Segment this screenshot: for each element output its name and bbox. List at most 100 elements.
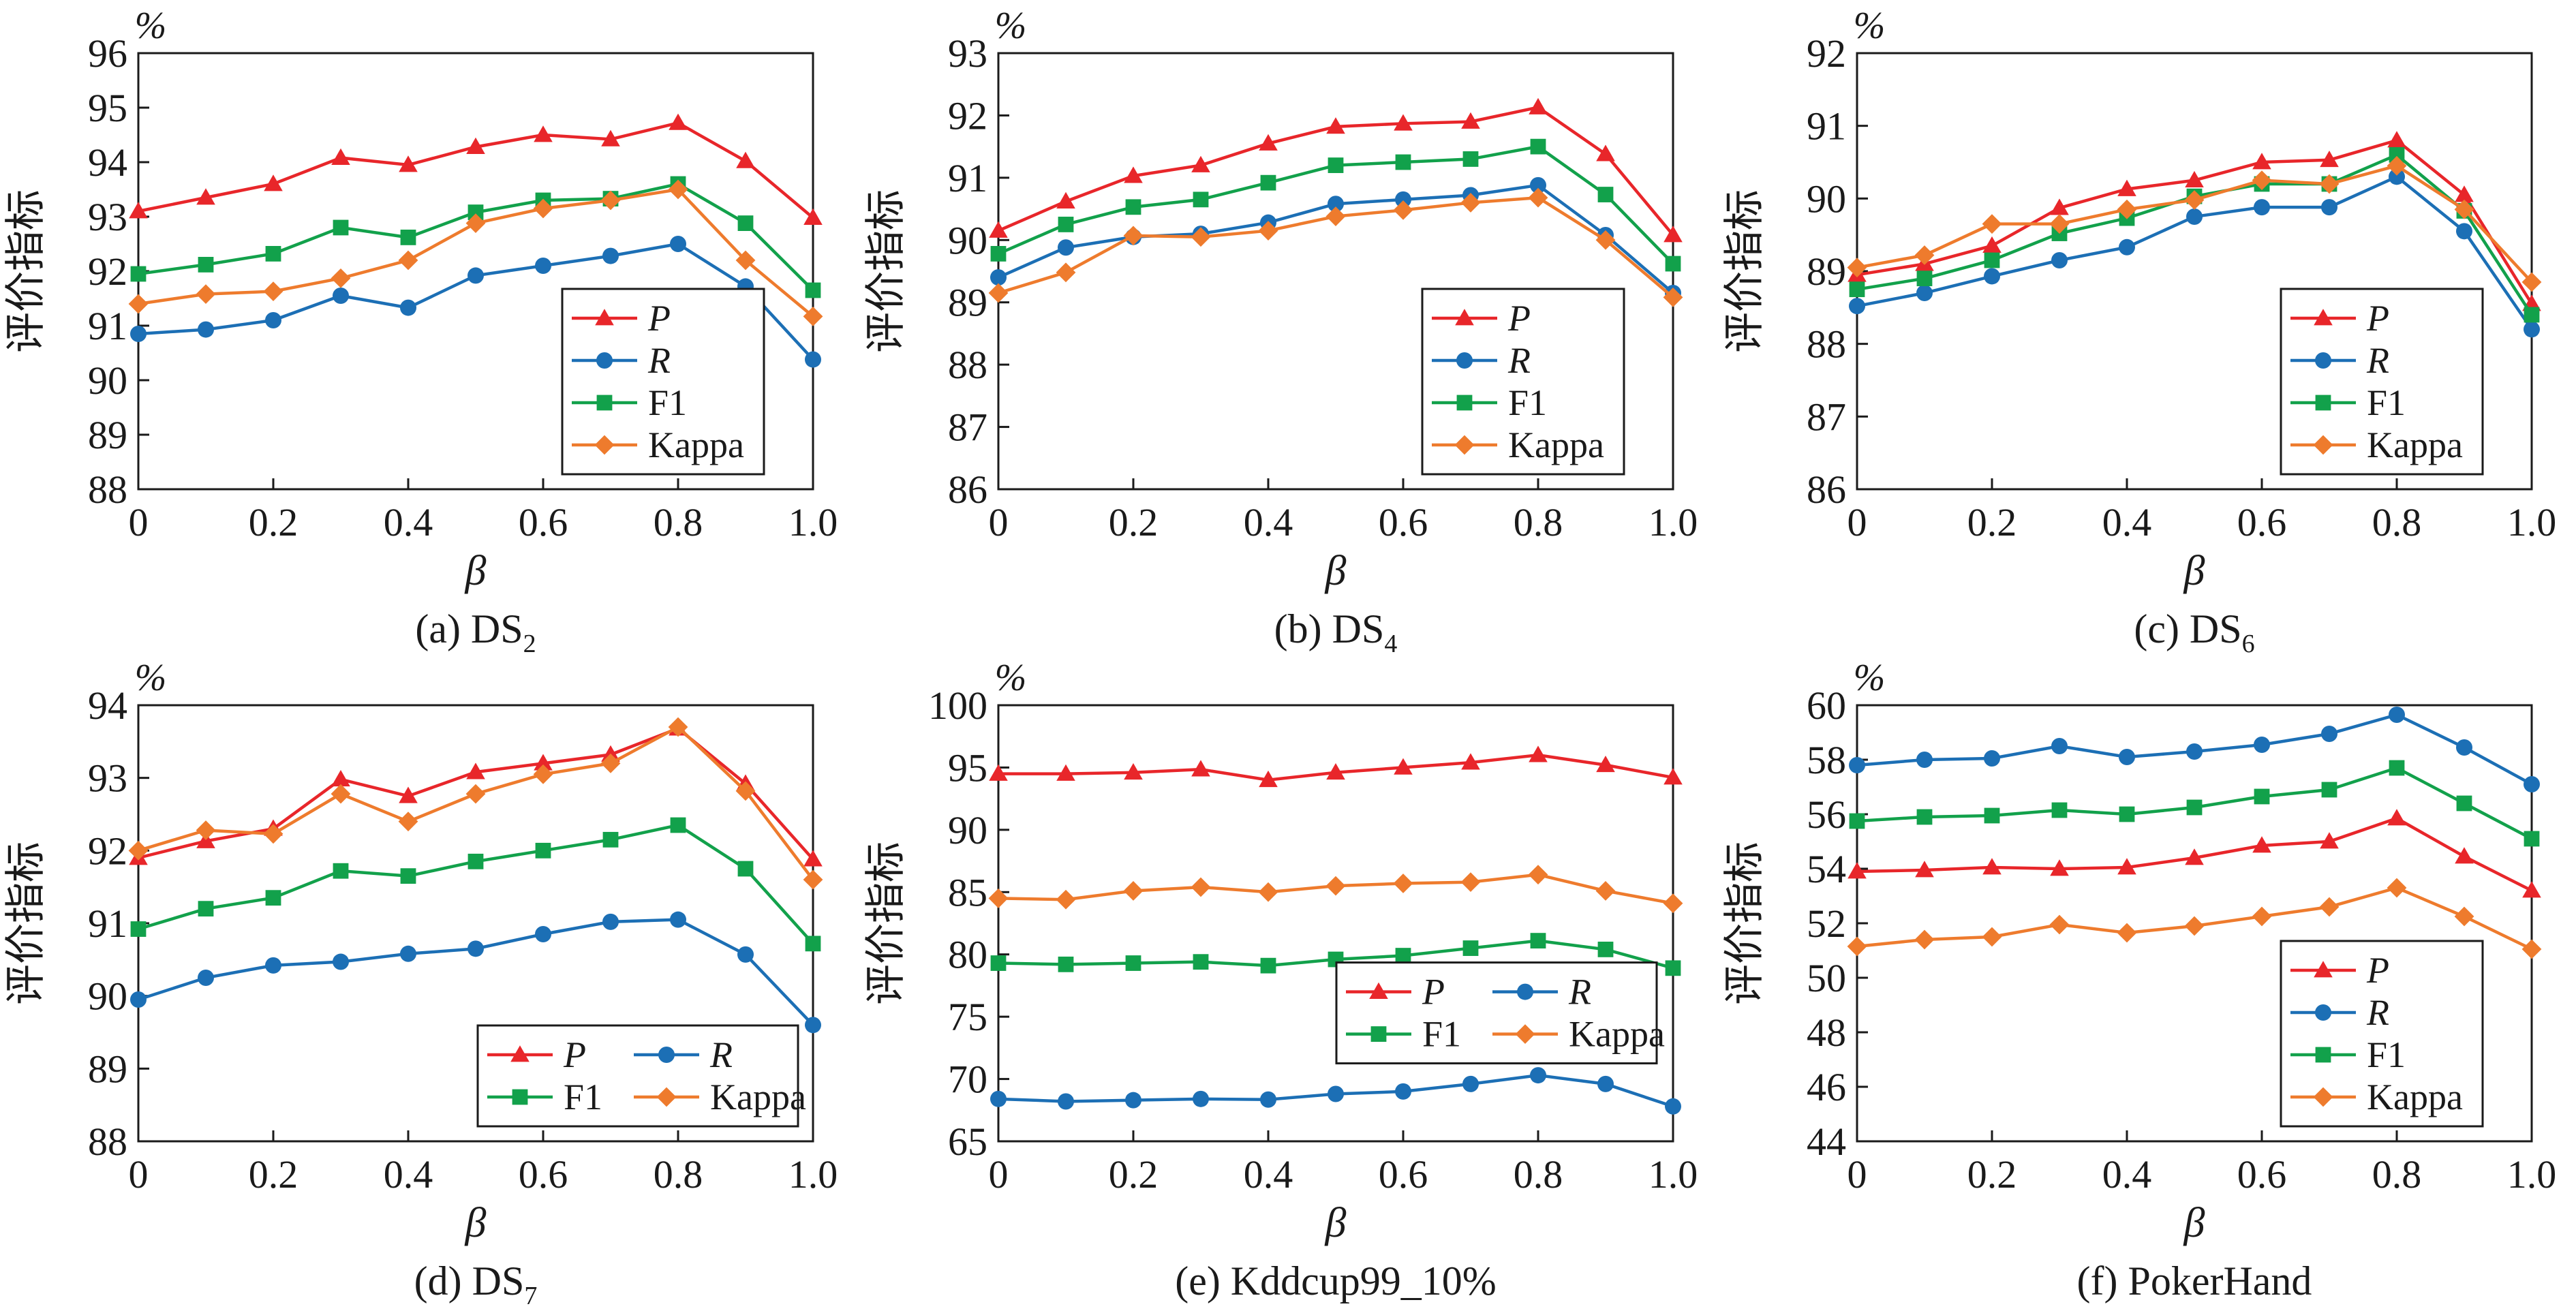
chart-caption: (c) DS6: [2134, 606, 2254, 658]
data-point-p: [1982, 236, 2002, 253]
x-tick-label: 1.0: [788, 500, 838, 544]
data-point-p: [331, 148, 350, 165]
x-tick-label: 0: [129, 500, 149, 544]
data-point-kappa: [1123, 881, 1144, 901]
data-point-kappa: [128, 840, 149, 861]
data-point-f1: [130, 921, 147, 937]
data-point-p: [2320, 151, 2339, 168]
legend-marker-f1: [512, 1089, 528, 1105]
data-point-r: [805, 351, 821, 368]
data-point-f1: [737, 215, 754, 231]
data-point-r: [2051, 738, 2068, 754]
data-point-f1: [1328, 157, 1344, 173]
data-point-f1: [198, 257, 214, 273]
data-point-kappa: [2184, 190, 2205, 210]
data-point-p: [1663, 768, 1683, 785]
y-tick-label: 85: [948, 870, 987, 914]
data-point-p: [466, 137, 485, 154]
x-tick-label: 0.6: [1379, 1152, 1428, 1196]
data-point-kappa: [2252, 170, 2272, 191]
data-point-kappa: [196, 284, 216, 304]
x-axis-title: β: [2183, 1200, 2205, 1246]
data-point-f1: [1125, 955, 1141, 971]
data-point-r: [130, 326, 147, 342]
x-axis-title: β: [465, 548, 487, 594]
data-point-kappa: [2117, 199, 2137, 219]
data-point-p: [2455, 847, 2474, 864]
data-point-f1: [130, 266, 147, 282]
legend-label-p: P: [563, 1034, 586, 1075]
data-point-f1: [1395, 948, 1411, 963]
y-tick-label: 89: [88, 1047, 127, 1091]
caption-subscript: 6: [2242, 630, 2255, 658]
x-tick-label: 0.2: [249, 1152, 298, 1196]
data-point-p: [2185, 170, 2204, 188]
data-point-p: [2387, 809, 2406, 826]
legend-label-r: R: [2366, 340, 2389, 381]
legend-marker-p: [510, 1045, 530, 1062]
y-tick-label: 90: [948, 218, 987, 262]
data-point-kappa: [398, 812, 418, 832]
data-point-f1: [2051, 802, 2068, 818]
data-point-kappa: [2049, 914, 2070, 935]
legend-box: [1335, 961, 1658, 1065]
data-point-f1: [1665, 256, 1681, 272]
legend-box: [2280, 940, 2484, 1128]
data-point-kappa: [1325, 206, 1346, 226]
data-point-p: [989, 764, 1008, 781]
legend-label-r: R: [709, 1034, 733, 1075]
x-tick-label: 1.0: [2507, 1152, 2557, 1196]
series-line-f1: [138, 823, 814, 945]
data-point-kappa: [735, 250, 756, 271]
legend-marker-kappa: [1454, 435, 1475, 455]
chart-panel: 44 46 48 50 52 54 56 58 60 0 0.2 0.4 0.6 0.8 1.0% 评价指标 β…: [1721, 657, 2556, 1303]
x-tick-label: 0.2: [1109, 500, 1159, 544]
data-point-kappa: [2454, 906, 2474, 927]
data-point-f1: [400, 868, 416, 884]
x-tick-label: 0.8: [1514, 500, 1563, 544]
data-point-r: [2456, 739, 2472, 756]
data-point-kappa: [1982, 927, 2002, 947]
y-axis-title: 评价指标: [1721, 841, 1768, 1005]
data-point-kappa: [1191, 877, 1211, 897]
data-point-f1: [2119, 806, 2135, 822]
legend-marker-r: [2315, 352, 2331, 369]
data-point-f1: [2524, 831, 2540, 847]
data-point-r: [1916, 285, 1933, 301]
x-tick-label: 0.8: [2372, 500, 2422, 544]
data-point-kappa: [1460, 193, 1481, 213]
legend-marker-f1: [2315, 1047, 2331, 1063]
y-tick-label: 90: [948, 808, 987, 852]
legend-label-r: R: [1507, 340, 1531, 381]
data-point-r: [535, 258, 551, 274]
data-point-f1: [1058, 956, 1074, 972]
data-point-f1: [1193, 191, 1209, 208]
legend-label-f1: F1: [564, 1077, 602, 1117]
data-point-f1: [1462, 940, 1479, 956]
data-point-p: [466, 762, 485, 779]
y-axis-title: 评价指标: [1721, 189, 1768, 353]
data-point-f1: [535, 842, 551, 859]
data-point-r: [1916, 752, 1933, 768]
legend-label-r: R: [2366, 992, 2389, 1033]
data-point-kappa: [1914, 245, 1935, 265]
data-point-r: [2119, 238, 2135, 256]
chart-panel: 86 87 88 89 90 91 92 93 0 0.2 0.4 0.6 0.8 1.0% 评价指标 β (b…: [862, 5, 1698, 658]
data-point-kappa: [398, 250, 418, 271]
y-unit-label: %: [1854, 657, 1886, 699]
data-point-f1: [265, 246, 281, 262]
data-point-p: [331, 770, 350, 787]
y-unit-label: %: [1854, 5, 1886, 47]
data-point-p: [2185, 848, 2204, 865]
data-point-p: [1259, 770, 1278, 788]
y-tick-label: 92: [88, 249, 127, 294]
legend-marker-r: [1456, 352, 1473, 369]
data-point-kappa: [803, 307, 823, 326]
data-point-kappa: [1663, 893, 1683, 914]
x-tick-label: 1.0: [2507, 500, 2557, 544]
data-point-p: [1847, 862, 1867, 879]
data-point-kappa: [2049, 214, 2070, 234]
legend-label-kappa: Kappa: [1508, 424, 1604, 465]
caption-subscript: 4: [1384, 630, 1397, 658]
x-tick-label: 0: [989, 1152, 1009, 1196]
